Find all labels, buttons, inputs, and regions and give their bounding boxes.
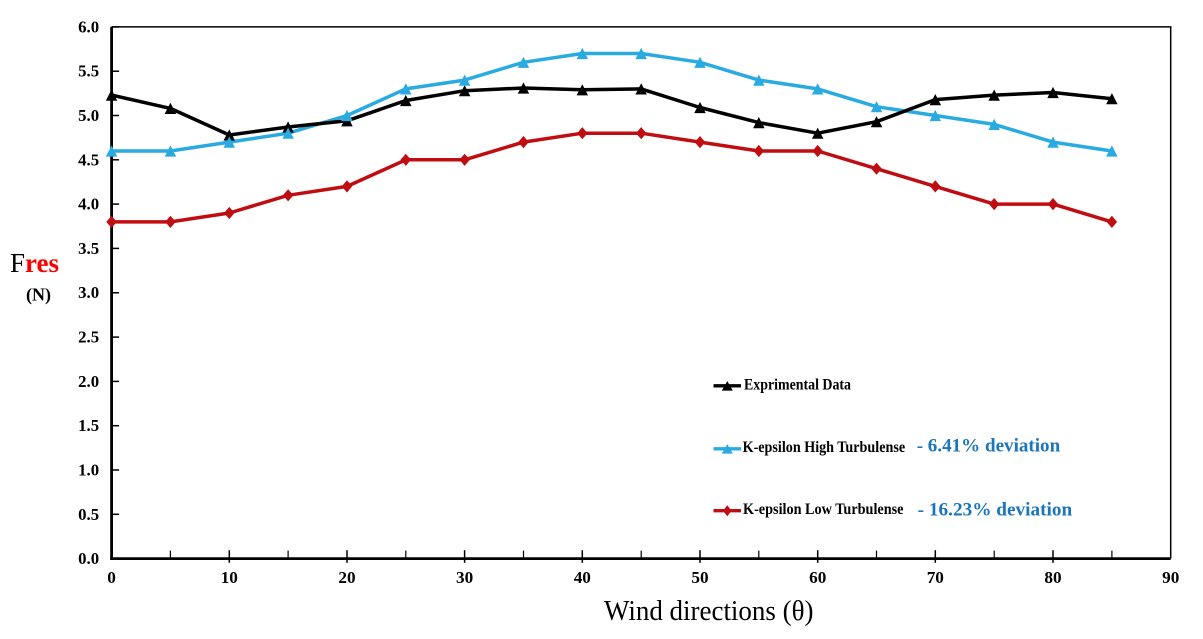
- svg-text:- 6.41% deviation: - 6.41% deviation: [917, 435, 1061, 456]
- svg-text:2.0: 2.0: [78, 372, 99, 391]
- svg-text:0: 0: [107, 568, 116, 587]
- svg-text:Exprimental Data: Exprimental Data: [744, 377, 851, 394]
- svg-text:70: 70: [927, 568, 944, 587]
- svg-text:6.0: 6.0: [78, 17, 99, 36]
- svg-text:3.5: 3.5: [78, 239, 99, 258]
- svg-text:1.5: 1.5: [78, 416, 99, 435]
- svg-text:- 16.23% deviation: - 16.23% deviation: [918, 499, 1073, 520]
- svg-text:80: 80: [1044, 568, 1061, 587]
- svg-text:50: 50: [691, 568, 708, 587]
- svg-text:20: 20: [338, 568, 355, 587]
- svg-text:0.5: 0.5: [78, 505, 99, 524]
- svg-text:4.5: 4.5: [78, 150, 99, 169]
- svg-text:K-epsilon Low Turbulense: K-epsilon Low Turbulense: [743, 501, 904, 518]
- svg-text:4.0: 4.0: [78, 195, 99, 214]
- svg-text:5.0: 5.0: [78, 106, 99, 125]
- svg-text:(N): (N): [26, 285, 51, 306]
- svg-text:30: 30: [456, 568, 473, 587]
- svg-text:90: 90: [1162, 568, 1179, 587]
- svg-text:10: 10: [221, 568, 238, 587]
- svg-text:Fres: Fres: [10, 248, 59, 278]
- svg-text:K-epsilon High Turbulense: K-epsilon High Turbulense: [743, 439, 906, 456]
- svg-text:60: 60: [809, 568, 826, 587]
- svg-text:5.5: 5.5: [78, 62, 99, 81]
- svg-text:3.0: 3.0: [78, 283, 99, 302]
- svg-text:Wind directions (θ): Wind directions (θ): [604, 595, 814, 627]
- svg-text:0.0: 0.0: [78, 549, 99, 568]
- svg-text:1.0: 1.0: [78, 461, 99, 480]
- svg-text:2.5: 2.5: [78, 328, 99, 347]
- svg-text:40: 40: [574, 568, 591, 587]
